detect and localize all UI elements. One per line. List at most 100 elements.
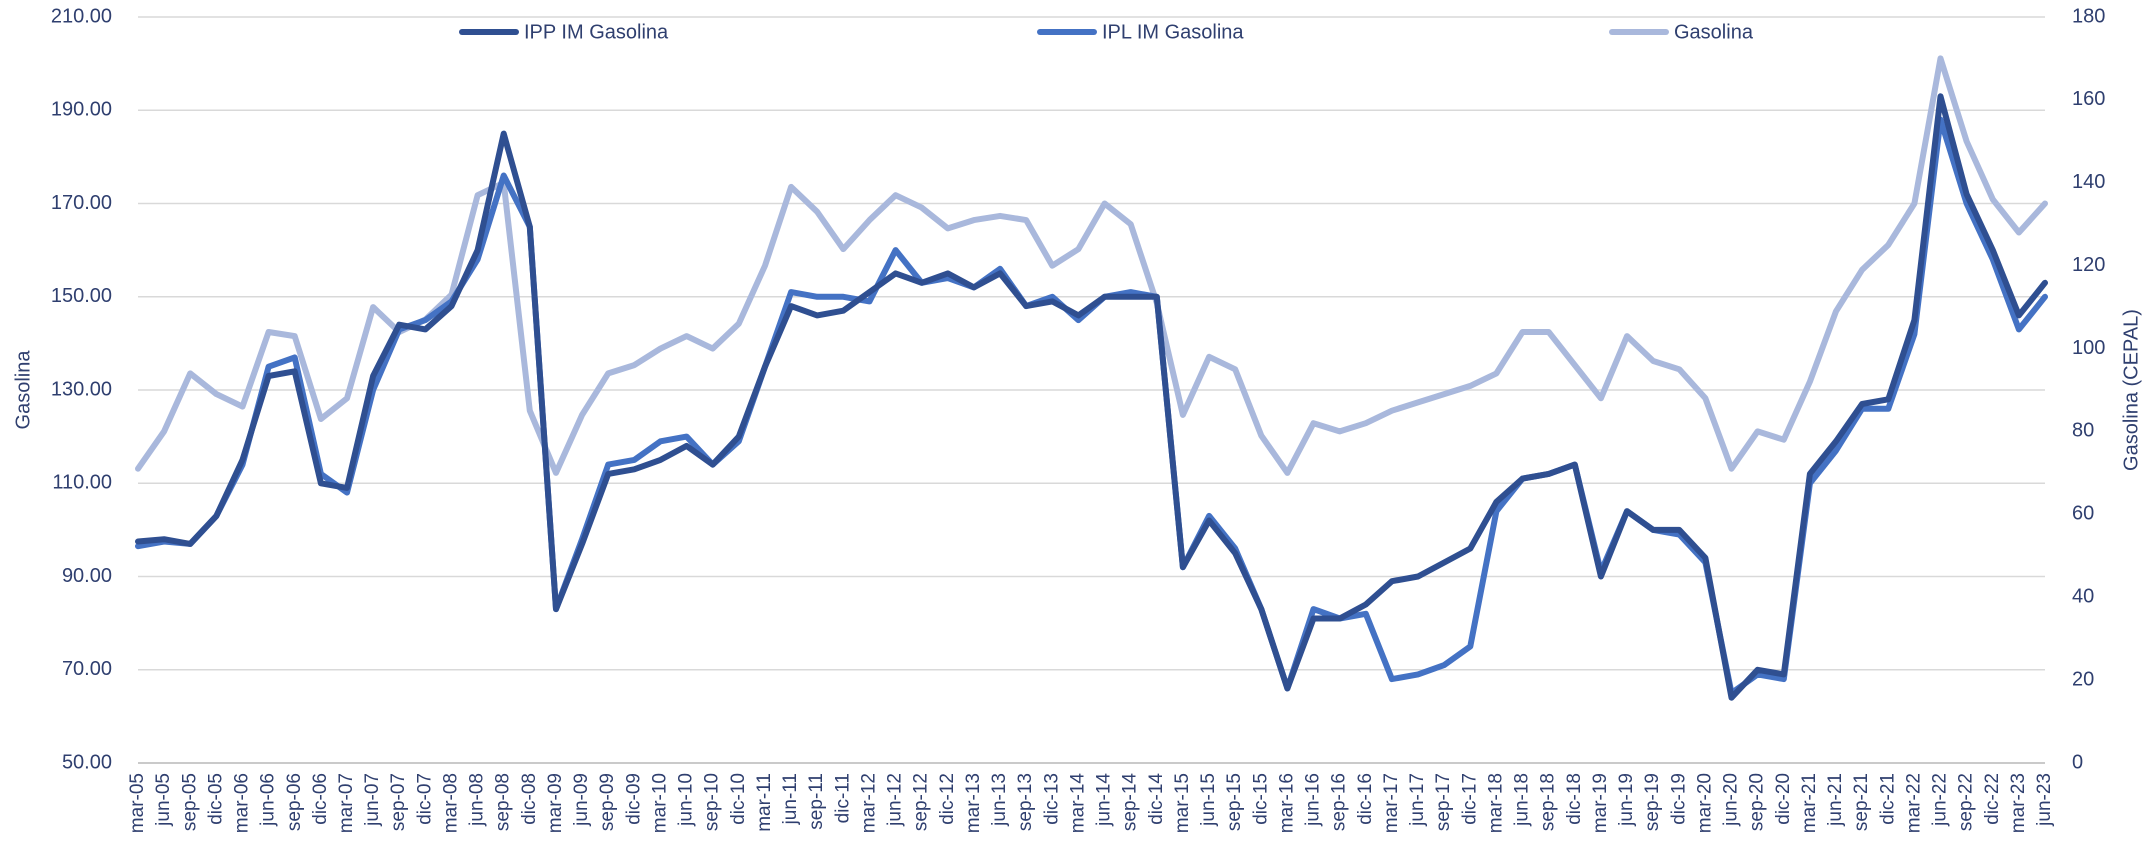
x-tick-label: dic-16 <box>1355 773 1376 825</box>
series-line <box>135 93 2048 701</box>
x-tick-label: mar-17 <box>1381 773 1402 833</box>
x-tick-label: jun-07 <box>362 773 383 827</box>
y-tick-label: 50.00 <box>62 751 112 773</box>
x-tick-label: jun-20 <box>1721 773 1742 827</box>
y-axis-label: Gasolina <box>12 350 34 430</box>
x-tick-label: mar-05 <box>127 773 148 833</box>
y-tick-label: 210.00 <box>51 5 112 27</box>
x-tick-label: mar-15 <box>1172 773 1193 833</box>
x-tick-label: sep-09 <box>597 773 618 831</box>
x-tick-label: jun-05 <box>153 773 174 827</box>
x-tick-label: mar-06 <box>232 773 253 833</box>
x-tick-label: sep-20 <box>1747 773 1768 831</box>
x-tick-label: mar-11 <box>754 773 775 832</box>
x-tick-label: sep-05 <box>179 773 200 831</box>
y-tick-label: 130.00 <box>51 378 112 400</box>
legend-label: IPP IM Gasolina <box>524 21 669 43</box>
x-tick-label: dic-14 <box>1146 773 1167 825</box>
y-tick-label: 110.00 <box>52 472 112 494</box>
x-tick-label: mar-13 <box>963 773 984 833</box>
x-tick-label: jun-10 <box>676 773 697 827</box>
y2-tick-label: 20 <box>2072 668 2094 690</box>
x-tick-label: dic-08 <box>519 773 540 825</box>
x-tick-label: jun-13 <box>989 773 1010 827</box>
x-tick-label: jun-12 <box>885 773 906 827</box>
x-tick-label: jun-19 <box>1616 773 1637 827</box>
x-tick-label: dic-22 <box>1982 773 2003 825</box>
x-tick-label: dic-13 <box>1041 773 1062 825</box>
x-tick-label: sep-10 <box>702 773 723 831</box>
y-tick-label: 70.00 <box>62 658 112 680</box>
x-tick-label: sep-22 <box>1956 773 1977 831</box>
x-tick-label: dic-12 <box>937 773 958 825</box>
x-tick-label: jun-08 <box>467 773 488 827</box>
y-tick-label: 90.00 <box>62 565 112 587</box>
x-tick-label: dic-11 <box>832 773 853 823</box>
x-tick-label: jun-11 <box>780 773 801 825</box>
y-tick-label: 190.00 <box>51 99 112 121</box>
x-tick-label: mar-16 <box>1276 773 1297 833</box>
x-tick-label: dic-17 <box>1459 773 1480 825</box>
x-tick-label: jun-17 <box>1407 773 1428 827</box>
x-tick-label: jun-22 <box>1930 773 1951 827</box>
y2-tick-label: 0 <box>2072 751 2083 773</box>
series-line <box>135 116 2048 697</box>
x-tick-label: dic-10 <box>728 773 749 825</box>
x-tick-label: jun-09 <box>571 773 592 827</box>
x-tick-label: sep-17 <box>1433 773 1454 831</box>
legend-label: Gasolina <box>1674 21 1754 43</box>
x-tick-label: sep-18 <box>1538 773 1559 831</box>
series-line <box>135 55 2048 476</box>
x-tick-label: mar-07 <box>336 773 357 833</box>
x-tick-label: jun-14 <box>1094 773 1115 827</box>
x-tick-label: dic-05 <box>205 773 226 825</box>
x-tick-label: mar-23 <box>2008 773 2029 833</box>
x-tick-label: dic-18 <box>1564 773 1585 825</box>
x-tick-label: dic-09 <box>623 773 644 825</box>
y-tick-label: 170.00 <box>51 192 112 214</box>
y2-tick-label: 120 <box>2072 254 2105 276</box>
x-tick-label: mar-19 <box>1590 773 1611 833</box>
x-tick-label: jun-15 <box>1198 773 1219 827</box>
x-tick-label: mar-18 <box>1485 773 1506 833</box>
x-tick-label: mar-09 <box>545 773 566 833</box>
x-tick-label: mar-10 <box>649 773 670 833</box>
x-tick-label: dic-19 <box>1668 773 1689 825</box>
x-tick-label: sep-21 <box>1851 773 1872 831</box>
x-tick-label: mar-12 <box>858 773 879 833</box>
x-tick-label: mar-21 <box>1799 773 1820 833</box>
x-tick-label: sep-12 <box>911 773 932 831</box>
y-tick-label: 150.00 <box>51 285 112 307</box>
x-tick-label: sep-13 <box>1015 773 1036 831</box>
x-tick-label: sep-14 <box>1120 773 1141 832</box>
y2-tick-label: 140 <box>2072 171 2105 193</box>
x-tick-label: dic-20 <box>1773 773 1794 825</box>
x-tick-label: dic-06 <box>310 773 331 825</box>
x-tick-label: sep-11 <box>806 773 827 830</box>
x-tick-label: dic-07 <box>414 773 435 825</box>
x-tick-label: mar-22 <box>1903 773 1924 833</box>
x-tick-label: mar-08 <box>440 773 461 833</box>
x-tick-label: sep-16 <box>1329 773 1350 831</box>
x-tick-label: jun-16 <box>1303 773 1324 827</box>
y2-axis-label: Gasolina (CEPAL) <box>2120 309 2142 471</box>
x-tick-label: sep-15 <box>1224 773 1245 831</box>
x-tick-label: dic-15 <box>1250 773 1271 825</box>
x-tick-label: sep-08 <box>493 773 514 831</box>
x-tick-label: jun-23 <box>2034 773 2055 827</box>
x-tick-label: sep-19 <box>1642 773 1663 831</box>
x-tick-label: jun-21 <box>1825 773 1846 827</box>
legend-label: IPL IM Gasolina <box>1102 21 1244 43</box>
x-tick-label: sep-07 <box>388 773 409 831</box>
y2-tick-label: 80 <box>2072 420 2094 442</box>
y2-tick-label: 180 <box>2072 5 2105 27</box>
x-tick-label: jun-18 <box>1512 773 1533 827</box>
x-tick-label: jun-06 <box>258 773 279 827</box>
y2-tick-label: 100 <box>2072 337 2105 359</box>
x-tick-label: sep-06 <box>284 773 305 831</box>
x-tick-label: mar-14 <box>1067 773 1088 834</box>
y2-tick-label: 40 <box>2072 586 2094 608</box>
y2-tick-label: 160 <box>2072 88 2105 110</box>
x-tick-label: mar-20 <box>1694 773 1715 833</box>
